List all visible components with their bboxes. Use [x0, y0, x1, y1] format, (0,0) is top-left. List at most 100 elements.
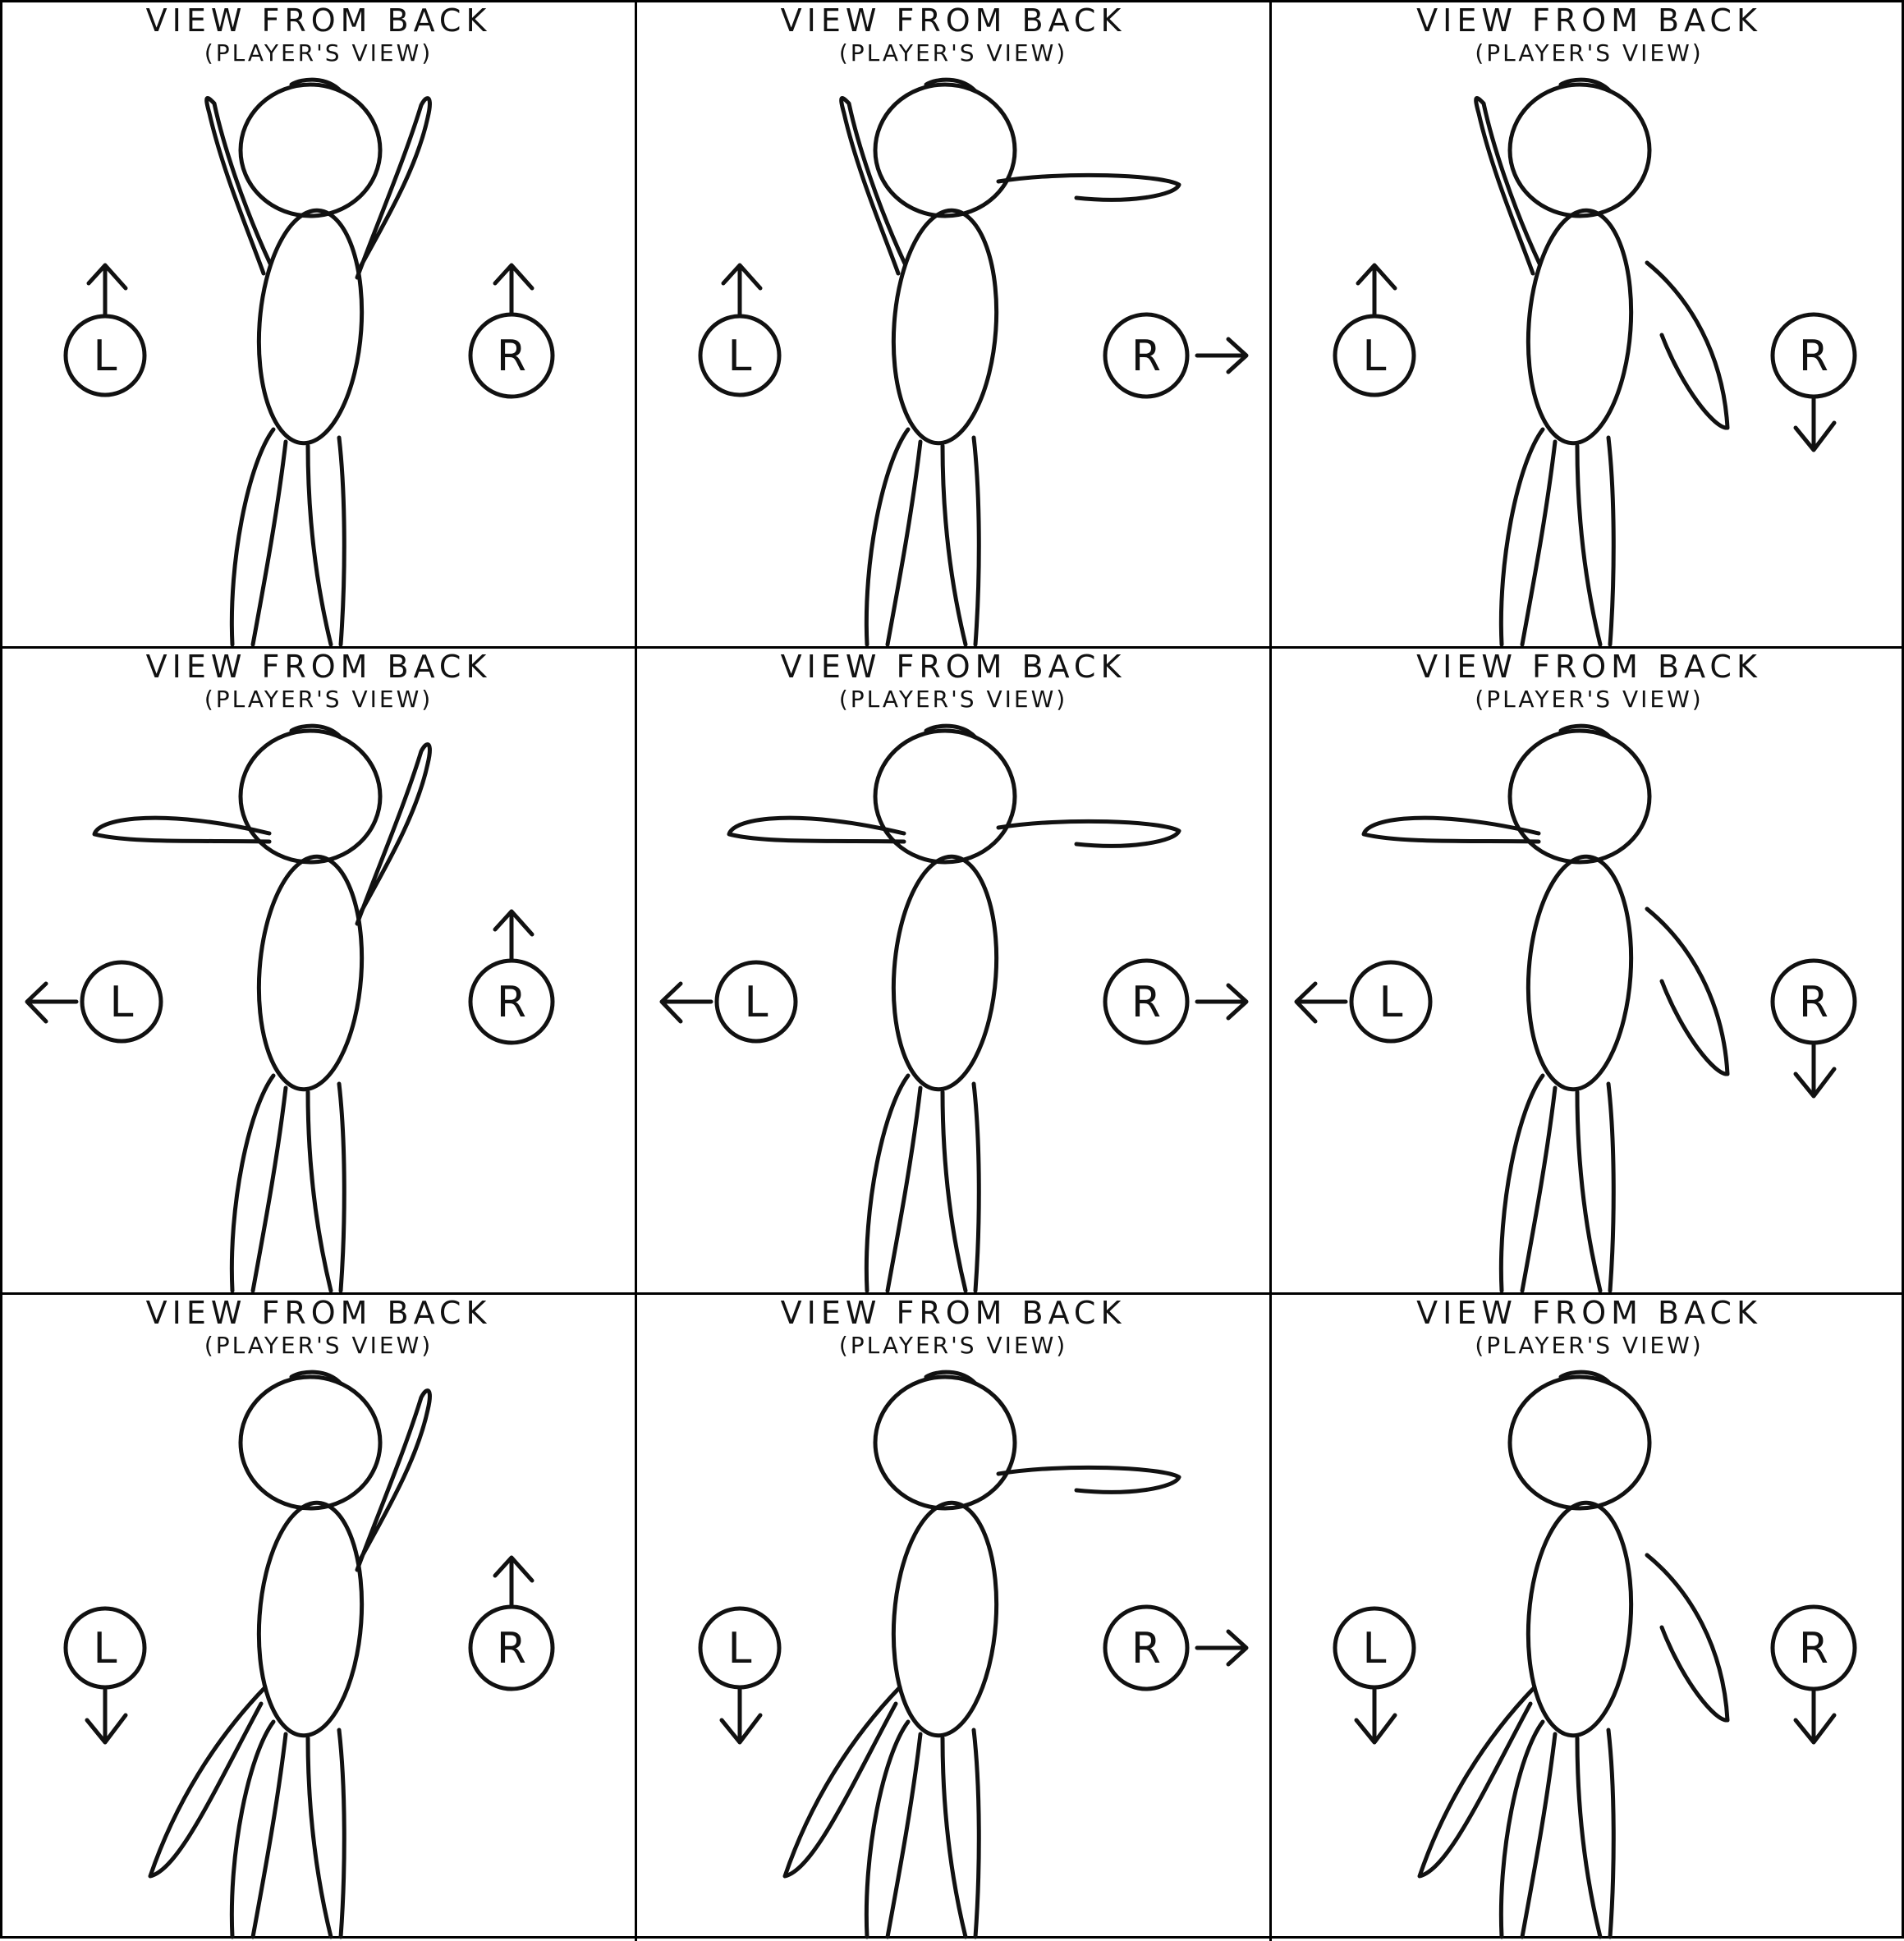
figure-right-arm [996, 172, 1181, 202]
left-stick-indicator: L [1294, 960, 1433, 1044]
figure-left-arm [148, 1685, 268, 1879]
stick-figure [1474, 77, 1730, 646]
figure-right-leg [940, 435, 981, 646]
figure-left-leg [864, 1719, 923, 1939]
figure-right-leg [940, 1081, 981, 1292]
arrow-down-icon [1354, 1686, 1397, 1745]
arrow-down-icon [85, 1686, 128, 1745]
figure-left-leg [864, 1073, 923, 1292]
figure-head [238, 728, 383, 865]
arrow-up-icon [493, 263, 534, 317]
right-stick-label: R [1131, 1624, 1161, 1673]
left-stick-label: L [1379, 978, 1403, 1027]
figure-right-leg [305, 435, 346, 646]
panel-title: VIEW FROM BACK [1416, 1295, 1762, 1331]
left-stick-circle [714, 960, 798, 1044]
figure-right-arm [1645, 906, 1730, 1076]
arrow-right-icon [1195, 983, 1249, 1021]
pose-panel: VIEW FROM BACK (PLAYER'S VIEW) L R [637, 2, 1272, 649]
panel-title: VIEW FROM BACK [780, 2, 1126, 39]
figure-left-arm [92, 815, 272, 844]
panel-subtitle: (PLAYER'S VIEW) [204, 39, 434, 67]
panel-title: VIEW FROM BACK [145, 649, 492, 685]
left-stick-indicator: L [659, 960, 798, 1044]
figure-left-arm [1474, 96, 1542, 276]
figure-right-leg [1575, 1728, 1616, 1939]
arrow-right-icon [1195, 337, 1249, 374]
panel-title: VIEW FROM BACK [145, 1295, 492, 1331]
pose-panel: VIEW FROM BACK (PLAYER'S VIEW) L R [2, 649, 637, 1295]
stick-figure [782, 1370, 1181, 1939]
right-stick-indicator: R [1770, 312, 1857, 452]
panel-title: VIEW FROM BACK [1416, 2, 1762, 39]
panel-title: VIEW FROM BACK [145, 2, 492, 39]
figure-left-leg [1498, 1073, 1558, 1292]
left-stick-label: L [728, 332, 752, 381]
right-stick-label: R [1799, 1624, 1828, 1673]
figure-torso [1525, 1500, 1634, 1738]
right-stick-label: R [1131, 332, 1161, 381]
arrow-left-icon [25, 981, 79, 1024]
figure-torso [256, 854, 365, 1092]
arrow-down-icon [719, 1686, 763, 1745]
figure-head [238, 82, 383, 218]
figure-head [1507, 1374, 1652, 1511]
figure-right-leg [940, 1728, 981, 1939]
right-stick-indicator: R [1770, 958, 1857, 1099]
arrow-right-icon [1195, 1629, 1249, 1667]
figure-head [1507, 82, 1652, 218]
figure-head [1507, 728, 1652, 865]
left-stick-circle [1349, 960, 1433, 1044]
right-stick-circle [1103, 1604, 1190, 1691]
arrow-down-icon [1793, 1040, 1837, 1099]
figure-left-leg [229, 1719, 288, 1939]
stick-figure [92, 723, 432, 1292]
arrow-left-icon [659, 981, 713, 1024]
arrow-up-icon [493, 909, 534, 963]
right-stick-indicator: R [1770, 1604, 1857, 1745]
figure-right-arm [355, 742, 432, 926]
panel-subtitle: (PLAYER'S VIEW) [838, 1332, 1068, 1359]
figure-right-arm [996, 1465, 1181, 1494]
panel-subtitle: (PLAYER'S VIEW) [838, 686, 1068, 713]
figure-left-leg [229, 1073, 288, 1292]
figure-left-arm [1361, 815, 1541, 844]
right-stick-indicator: R [468, 1555, 555, 1691]
figure-left-arm [727, 815, 906, 844]
figure-head-tuft [1558, 77, 1613, 94]
left-stick-label: L [728, 1624, 752, 1673]
arrow-left-icon [1294, 981, 1348, 1024]
left-stick-indicator: L [698, 263, 782, 397]
stick-figure [1417, 1370, 1730, 1939]
figure-torso [891, 1500, 999, 1738]
panel-title: VIEW FROM BACK [780, 1295, 1126, 1331]
figure-right-leg [305, 1081, 346, 1292]
figure-left-arm [839, 96, 907, 276]
figure-left-leg [1498, 1719, 1558, 1939]
figure-right-arm [1645, 1553, 1730, 1723]
panel-subtitle: (PLAYER'S VIEW) [1475, 686, 1704, 713]
right-stick-indicator: R [1103, 312, 1249, 399]
right-stick-label: R [1799, 978, 1828, 1027]
left-stick-indicator: L [63, 1606, 147, 1745]
figure-head [873, 1374, 1017, 1511]
figure-head-tuft [924, 723, 978, 740]
figure-head-tuft [289, 77, 343, 94]
figure-head-tuft [924, 1370, 978, 1386]
panel-title: VIEW FROM BACK [1416, 649, 1762, 685]
left-stick-indicator: L [1333, 263, 1416, 397]
figure-left-arm [1417, 1685, 1537, 1879]
figure-torso [256, 1500, 365, 1738]
left-stick-indicator: L [25, 960, 163, 1044]
left-stick-indicator: L [698, 1606, 782, 1745]
figure-left-leg [229, 427, 288, 646]
stick-figure [839, 77, 1181, 646]
figure-torso [891, 208, 999, 446]
